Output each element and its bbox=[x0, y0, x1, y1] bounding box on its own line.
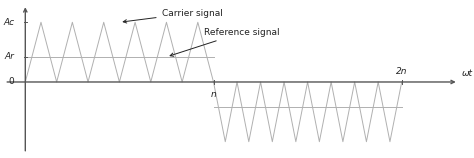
Text: Reference signal: Reference signal bbox=[170, 28, 279, 56]
Text: Ar: Ar bbox=[5, 52, 15, 61]
Text: Ac: Ac bbox=[3, 18, 15, 27]
Text: n: n bbox=[210, 90, 216, 99]
Text: 2n: 2n bbox=[396, 67, 408, 76]
Text: 0: 0 bbox=[9, 77, 15, 86]
Text: ωt: ωt bbox=[462, 69, 473, 78]
Text: Carrier signal: Carrier signal bbox=[123, 9, 222, 23]
